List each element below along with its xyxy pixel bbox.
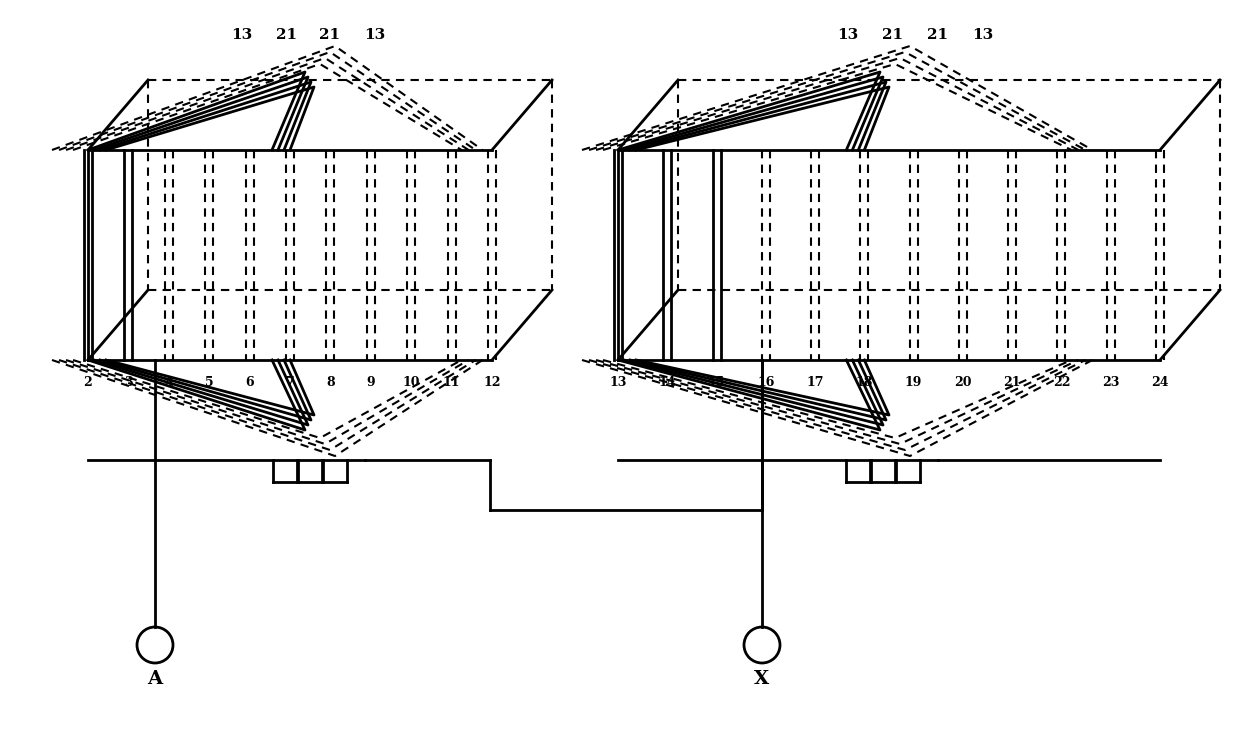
Text: 21: 21 <box>277 28 298 42</box>
Text: 4: 4 <box>165 376 174 389</box>
Text: A: A <box>148 670 162 688</box>
Text: 17: 17 <box>806 376 823 389</box>
Text: 9: 9 <box>367 376 376 389</box>
Text: 14: 14 <box>658 376 676 389</box>
Text: 12: 12 <box>484 376 501 389</box>
Text: 21: 21 <box>928 28 949 42</box>
Text: 23: 23 <box>1102 376 1120 389</box>
Text: 20: 20 <box>954 376 972 389</box>
Text: 19: 19 <box>905 376 923 389</box>
Text: 22: 22 <box>1053 376 1070 389</box>
Text: 7: 7 <box>285 376 294 389</box>
Text: 16: 16 <box>758 376 775 389</box>
Text: 3: 3 <box>124 376 133 389</box>
Text: 13: 13 <box>837 28 858 42</box>
Text: 13: 13 <box>232 28 253 42</box>
Text: 18: 18 <box>856 376 873 389</box>
Text: 2: 2 <box>83 376 92 389</box>
Text: 21: 21 <box>320 28 341 42</box>
Text: 24: 24 <box>1151 376 1169 389</box>
Text: 6: 6 <box>246 376 254 389</box>
Text: 21: 21 <box>883 28 904 42</box>
Text: 5: 5 <box>205 376 213 389</box>
Text: 13: 13 <box>365 28 386 42</box>
Text: 15: 15 <box>708 376 725 389</box>
Text: 13: 13 <box>609 376 626 389</box>
Text: 21: 21 <box>1003 376 1021 389</box>
Text: 8: 8 <box>326 376 335 389</box>
Text: 11: 11 <box>443 376 460 389</box>
Text: 13: 13 <box>972 28 993 42</box>
Text: 10: 10 <box>403 376 420 389</box>
Text: X: X <box>754 670 770 688</box>
